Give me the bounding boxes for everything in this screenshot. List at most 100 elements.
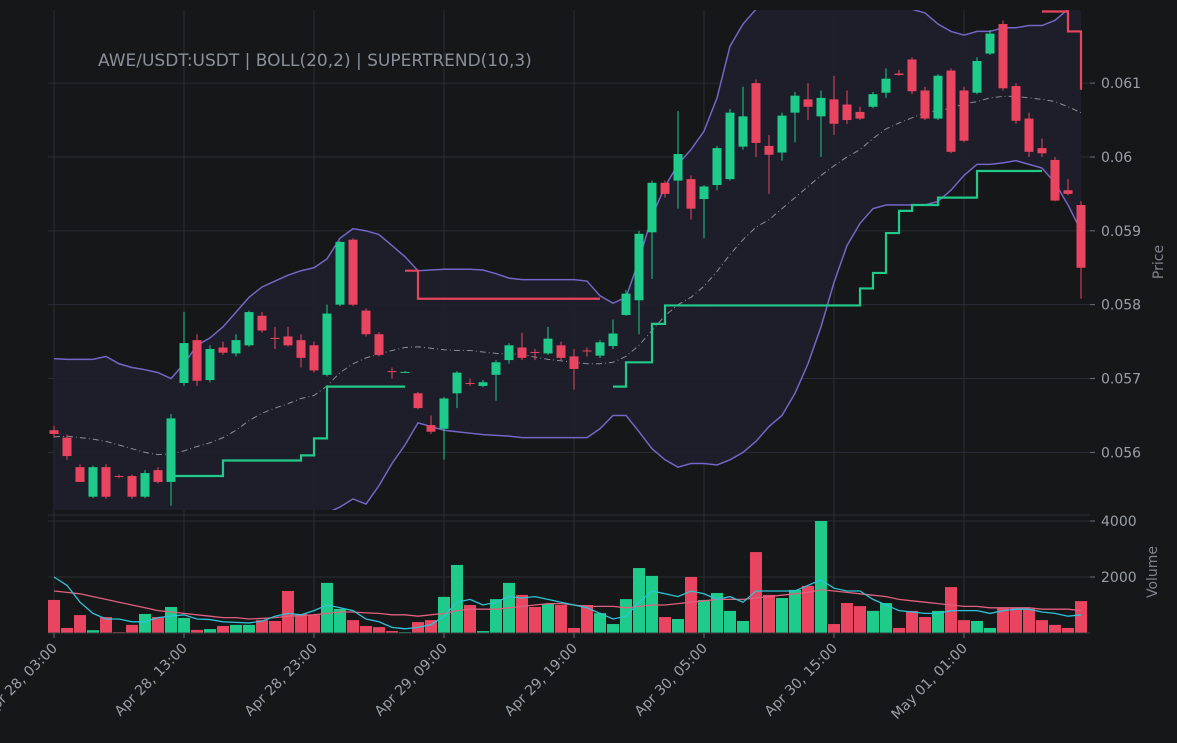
candle-body bbox=[855, 111, 865, 119]
volume-bar bbox=[737, 620, 749, 633]
volume-bar bbox=[347, 620, 359, 633]
candle-body bbox=[816, 97, 826, 117]
volume-bar bbox=[243, 624, 255, 633]
candle-body bbox=[179, 343, 189, 383]
volume-axis-label: Volume bbox=[1145, 546, 1161, 598]
candle-body bbox=[231, 340, 241, 354]
candle-body bbox=[218, 347, 228, 353]
volume-bar bbox=[295, 613, 307, 633]
volume-bar bbox=[126, 624, 138, 633]
volume-bar bbox=[100, 617, 112, 633]
volume-ma-slow bbox=[53, 588, 1082, 620]
volume-bar bbox=[74, 615, 86, 633]
candle-body bbox=[647, 182, 657, 233]
volume-bar bbox=[763, 594, 775, 633]
volume-bar bbox=[451, 564, 463, 633]
candle-body bbox=[504, 345, 514, 361]
candle-body bbox=[881, 78, 891, 93]
candle-body bbox=[595, 342, 605, 356]
volume-bar bbox=[906, 610, 918, 633]
volume-bar bbox=[1036, 620, 1048, 633]
candle-body bbox=[348, 239, 358, 305]
bollinger-lower bbox=[331, 159, 1082, 510]
bollinger-fill bbox=[54, 10, 1081, 510]
candle-body bbox=[777, 115, 787, 153]
volume-bar bbox=[828, 624, 840, 633]
candle-body bbox=[114, 476, 124, 478]
candle-body bbox=[478, 382, 488, 386]
candle-body bbox=[62, 437, 72, 457]
candle-body bbox=[387, 371, 397, 373]
candle-body bbox=[1076, 204, 1086, 268]
candle-body bbox=[1050, 159, 1060, 201]
volume-bar bbox=[334, 608, 346, 633]
candle-body bbox=[1063, 190, 1073, 194]
volume-bar bbox=[360, 626, 372, 633]
volume-bar bbox=[321, 582, 333, 633]
candle-body bbox=[712, 148, 722, 186]
volume-bar bbox=[841, 603, 853, 633]
candle-body bbox=[764, 145, 774, 155]
volume-bar bbox=[1049, 624, 1061, 633]
volume-bar bbox=[61, 627, 73, 633]
y-tick-label: 0.058 bbox=[1101, 298, 1141, 314]
candle-body bbox=[335, 241, 345, 305]
volume-bar bbox=[230, 624, 242, 633]
volume-bar bbox=[932, 610, 944, 633]
volume-bar bbox=[893, 627, 905, 633]
candle-body bbox=[88, 467, 98, 497]
candle-body bbox=[803, 99, 813, 107]
volume-bar bbox=[815, 521, 827, 633]
candle-body bbox=[491, 362, 501, 375]
volume-bar bbox=[594, 613, 606, 633]
candle-body bbox=[959, 90, 969, 141]
volume-bar bbox=[750, 552, 762, 633]
candle-body bbox=[530, 351, 540, 353]
volume-bar bbox=[308, 615, 320, 633]
volume-bar bbox=[724, 610, 736, 633]
volume-bar bbox=[555, 605, 567, 633]
volume-bar bbox=[165, 606, 177, 633]
candle-body bbox=[673, 154, 683, 181]
y-tick-label: 0.056 bbox=[1101, 445, 1141, 461]
candle-body bbox=[868, 94, 878, 107]
candle-body bbox=[920, 90, 930, 119]
volume-bar bbox=[516, 594, 528, 633]
volume-bar bbox=[997, 608, 1009, 633]
candle-body bbox=[257, 315, 267, 331]
volume-bar bbox=[542, 603, 554, 633]
candle-body bbox=[634, 233, 644, 301]
bollinger-upper bbox=[53, 10, 1069, 380]
candle-body bbox=[1037, 148, 1047, 154]
volume-bar bbox=[438, 596, 450, 633]
candle-body bbox=[699, 186, 709, 200]
volume-bar bbox=[633, 568, 645, 633]
volume-bar bbox=[971, 620, 983, 633]
volume-bar bbox=[217, 626, 229, 633]
candle-body bbox=[361, 310, 371, 335]
volume-bar bbox=[568, 627, 580, 633]
candle-body bbox=[296, 340, 306, 358]
volume-bar bbox=[1023, 608, 1035, 633]
volume-tick-label: 2000 bbox=[1101, 570, 1137, 586]
volume-bar bbox=[659, 617, 671, 633]
candle-body bbox=[517, 347, 527, 358]
candle-body bbox=[49, 430, 59, 434]
volume-bar bbox=[1010, 608, 1022, 633]
volume-ma-fast bbox=[53, 576, 1082, 630]
y-tick-label: 0.057 bbox=[1101, 372, 1141, 388]
volume-bar bbox=[204, 629, 216, 633]
volume-bar bbox=[87, 630, 99, 633]
candle-body bbox=[842, 104, 852, 121]
candle-body bbox=[322, 313, 332, 375]
volume-bar bbox=[1062, 627, 1074, 633]
volume-bar bbox=[152, 617, 164, 633]
candle-body bbox=[621, 293, 631, 316]
candle-body bbox=[153, 470, 163, 482]
candle-body bbox=[127, 476, 137, 497]
volume-bar bbox=[698, 599, 710, 633]
volume-bar bbox=[802, 585, 814, 633]
volume-bar bbox=[958, 620, 970, 633]
candle-body bbox=[933, 75, 943, 119]
